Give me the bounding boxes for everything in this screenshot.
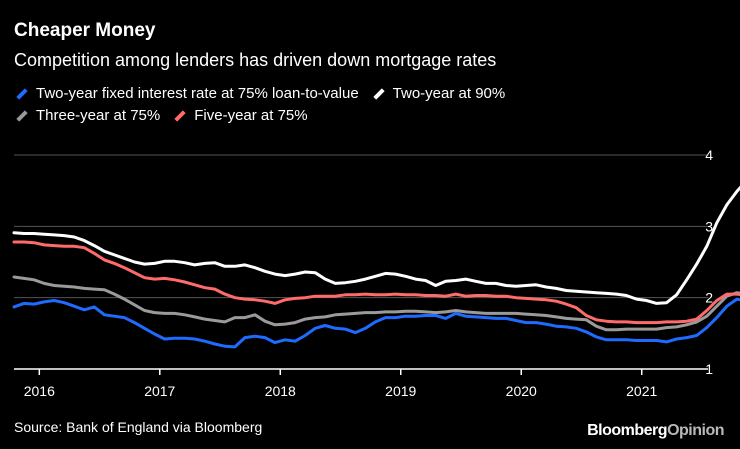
brand-sub: Opinion	[667, 422, 724, 439]
series-line-three-year-75	[12, 275, 740, 332]
legend-item-three-year-75: Three-year at 75%	[14, 107, 160, 124]
chart-subtitle: Competition among lenders has driven dow…	[14, 50, 497, 70]
legend-item-five-year-75: Five-year at 75%	[172, 107, 308, 124]
gridlines	[14, 154, 708, 299]
y-tick-label: 2	[705, 290, 713, 306]
x-tick-label: 2016	[24, 383, 55, 399]
legend-item-two-year-75: Two-year fixed interest rate at 75% loan…	[14, 85, 359, 102]
legend-row-1: Two-year fixed interest rate at 75% loan…	[14, 85, 517, 102]
x-tick-label: 2021	[626, 383, 657, 399]
x-tick-label: 2018	[265, 383, 296, 399]
x-tick-label: 2019	[385, 383, 416, 399]
legend-item-two-year-90: Two-year at 90%	[371, 85, 506, 102]
legend-label: Two-year fixed interest rate at 75% loan…	[36, 85, 359, 102]
x-tick-label: 2020	[506, 383, 537, 399]
series-line-five-year-75	[12, 240, 740, 325]
chart-title: Cheaper Money	[14, 20, 156, 41]
x-axis: 2016 2017 2018 2019 2020 2021	[14, 368, 708, 399]
bloomberg-opinion-logo: BloombergOpinion	[587, 422, 724, 440]
series-line-two-year-75	[12, 297, 740, 349]
legend-row-2: Three-year at 75% Five-year at 75%	[14, 107, 320, 124]
legend-label: Three-year at 75%	[36, 107, 161, 124]
x-tick-label: 2017	[144, 383, 175, 399]
series-lines	[12, 185, 740, 349]
y-tick-label: 1	[705, 361, 713, 377]
y-tick-label: 4	[705, 147, 713, 163]
legend-label: Two-year at 90%	[392, 85, 506, 102]
series-line-two-year-90	[12, 185, 740, 305]
y-tick-label: 3	[705, 218, 713, 234]
source-note: Source: Bank of England via Bloomberg	[14, 419, 263, 435]
y-axis-ticks: 1 2 3 4	[705, 147, 713, 377]
legend-label: Five-year at 75%	[194, 107, 308, 124]
brand-main: Bloomberg	[587, 422, 668, 439]
